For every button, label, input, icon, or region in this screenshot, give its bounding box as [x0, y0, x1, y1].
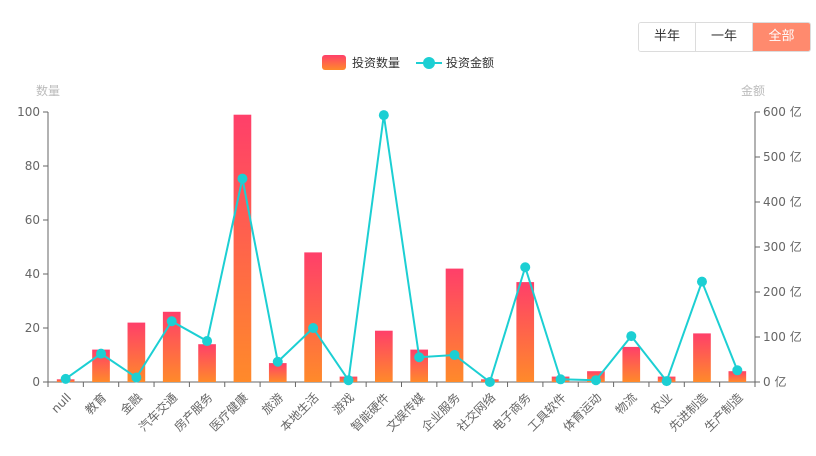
- x-tick-label: 物流: [613, 390, 640, 417]
- x-ticks: [47, 382, 756, 387]
- legend-line-marker: [423, 57, 435, 69]
- x-tick-label: 企业服务: [418, 390, 463, 435]
- point-工具软件[interactable]: [555, 374, 566, 385]
- bar-本地生活[interactable]: [304, 252, 322, 382]
- point-先进制造[interactable]: [696, 276, 707, 287]
- legend-bar-label[interactable]: 投资数量: [352, 55, 400, 70]
- point-医疗健康[interactable]: [237, 173, 248, 184]
- bar-金融[interactable]: [127, 322, 146, 382]
- y-right-tick-label: 300 亿: [763, 239, 802, 254]
- bar-series: [56, 114, 747, 382]
- bar-医疗健康[interactable]: [233, 114, 252, 382]
- point-教育[interactable]: [96, 348, 107, 359]
- x-tick-label: 生产制造: [702, 390, 746, 434]
- legend-line-label[interactable]: 投资金额: [446, 55, 494, 70]
- x-tick-label: 房产服务: [171, 390, 216, 435]
- point-智能硬件[interactable]: [378, 110, 389, 121]
- y-left-tick-label: 40: [25, 267, 40, 281]
- x-tick-label: 医疗健康: [206, 390, 251, 435]
- point-农业[interactable]: [661, 376, 672, 387]
- y-left-tick-label: 0: [32, 375, 40, 389]
- tab-all[interactable]: 全部: [753, 23, 810, 51]
- point-企业服务[interactable]: [449, 350, 460, 360]
- y-right-tick-label: 200 亿: [763, 284, 802, 299]
- point-文娱传媒[interactable]: [414, 352, 425, 363]
- y-right-axis-title: 金额: [741, 83, 765, 98]
- y-left-tick-label: 60: [25, 213, 40, 227]
- x-tick-label: 体育运动: [560, 390, 605, 435]
- point-游戏[interactable]: [343, 375, 354, 386]
- bar-电子商务[interactable]: [516, 282, 535, 382]
- point-房产服务[interactable]: [202, 336, 213, 347]
- bar-先进制造[interactable]: [693, 333, 711, 382]
- x-tick-label: 智能硬件: [348, 390, 393, 435]
- point-本地生活[interactable]: [308, 323, 319, 333]
- y-right-tick-label: 400 亿: [763, 194, 802, 209]
- bar-物流[interactable]: [622, 346, 641, 382]
- time-range-tabs: 半年 一年 全部: [638, 22, 811, 52]
- y-right-tick-label: 600 亿: [763, 104, 802, 119]
- x-tick-label: 工具软件: [525, 390, 569, 434]
- bar-旅游[interactable]: [268, 363, 287, 382]
- x-tick-label: null: [49, 390, 74, 415]
- x-tick-label: 本地生活: [278, 390, 322, 434]
- point-汽车交通[interactable]: [166, 316, 177, 327]
- y-right-tick-label: 100 亿: [763, 329, 802, 344]
- point-旅游[interactable]: [272, 356, 283, 367]
- point-物流[interactable]: [626, 331, 637, 342]
- y-left-ticks: 0 20 40 60 80 100: [17, 105, 48, 389]
- tab-half-year[interactable]: 半年: [639, 23, 696, 51]
- point-体育运动[interactable]: [590, 375, 601, 386]
- line-series: [60, 110, 743, 387]
- bar-智能硬件[interactable]: [374, 330, 393, 382]
- x-tick-label: 旅游: [259, 390, 286, 417]
- y-right-ticks: 0 亿 100 亿 200 亿 300 亿 400 亿 500 亿 600 亿: [755, 104, 802, 389]
- x-tick-label: 农业: [648, 390, 675, 417]
- y-right-tick-label: 500 亿: [763, 149, 802, 164]
- amount-line: [65, 115, 739, 384]
- legend: 投资数量 投资金额: [322, 55, 494, 70]
- y-left-tick-label: 80: [25, 159, 40, 173]
- legend-bar-swatch[interactable]: [322, 55, 346, 70]
- x-tick-label: 游戏: [330, 390, 357, 417]
- y-left-axis-title: 数量: [36, 83, 60, 98]
- point-生产制造[interactable]: [732, 365, 743, 376]
- x-tick-label: 教育: [82, 390, 110, 418]
- point-null[interactable]: [60, 373, 71, 384]
- bar-生产制造[interactable]: [728, 371, 747, 382]
- x-tick-label: 金融: [117, 390, 145, 418]
- bar-房产服务[interactable]: [198, 344, 216, 382]
- bar-企业服务[interactable]: [445, 268, 464, 382]
- y-left-tick-label: 20: [25, 321, 40, 335]
- point-金融[interactable]: [131, 372, 142, 383]
- tab-one-year[interactable]: 一年: [696, 23, 753, 51]
- point-社交网络[interactable]: [484, 377, 495, 387]
- y-left-tick-label: 100: [17, 105, 40, 119]
- point-电子商务[interactable]: [520, 262, 531, 273]
- y-right-tick-label: 0 亿: [763, 374, 786, 389]
